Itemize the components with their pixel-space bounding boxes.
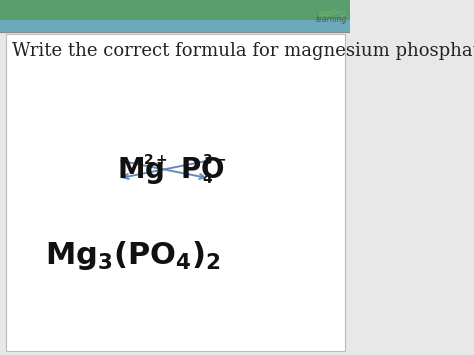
Text: $\mathbf{2+}$: $\mathbf{2+}$ <box>143 153 167 168</box>
Bar <box>0 0 350 20</box>
Text: sapling: sapling <box>319 10 347 18</box>
Text: Write the correct formula for magnesium phosphate: Write the correct formula for magnesium … <box>12 42 474 60</box>
Text: $\mathbf{Mg_3(PO_4)_2}$: $\mathbf{Mg_3(PO_4)_2}$ <box>46 239 221 272</box>
Bar <box>0 20 350 32</box>
Text: $\mathbf{Mg}$: $\mathbf{Mg}$ <box>117 155 164 186</box>
Text: $\mathbf{4}$: $\mathbf{4}$ <box>202 173 213 186</box>
Bar <box>6 34 345 351</box>
Text: $\mathbf{3-}$: $\mathbf{3-}$ <box>202 153 227 168</box>
Text: $\mathbf{PO}$: $\mathbf{PO}$ <box>180 157 224 184</box>
Text: learning: learning <box>315 15 347 23</box>
